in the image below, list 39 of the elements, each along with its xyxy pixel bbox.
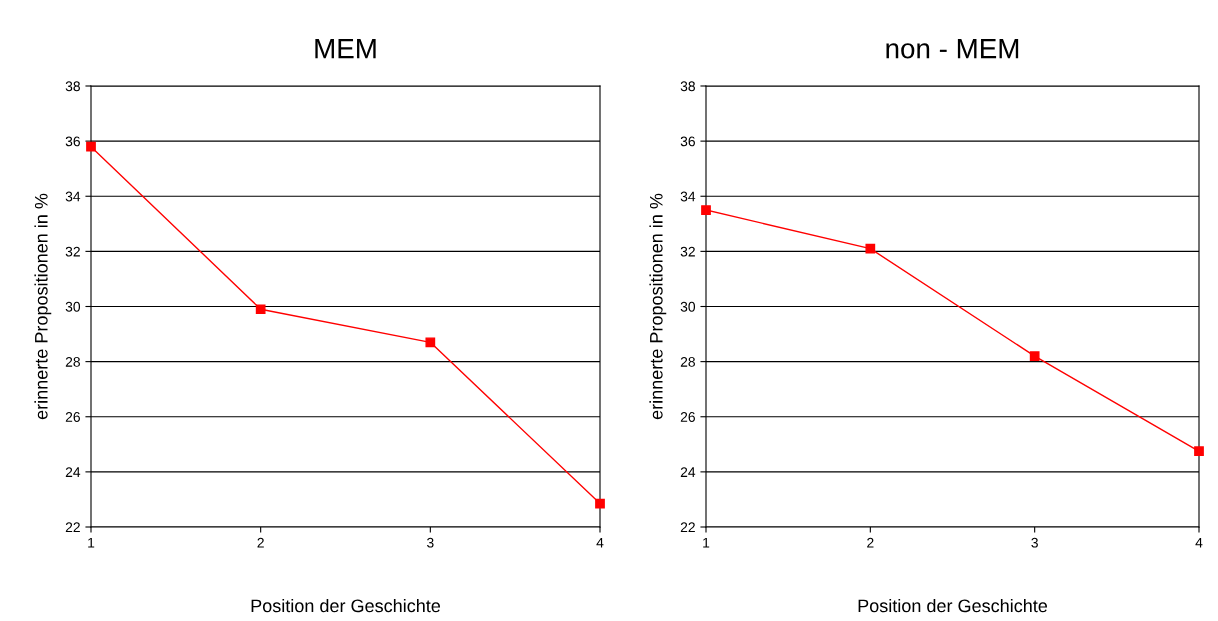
x-tick-label: 1 (703, 537, 710, 548)
y-tick-label: 32 (680, 246, 695, 257)
y-tick-label: 24 (65, 467, 81, 477)
y-tick-label: 34 (65, 191, 81, 202)
y-tick-label: 38 (65, 81, 80, 92)
point (255, 304, 266, 315)
chart-title: MEM (315, 39, 376, 59)
x-tick-label: 3 (1031, 537, 1038, 548)
point (701, 205, 711, 215)
y-axis-title: erinnerte Propositionen in % (649, 193, 667, 420)
y-tick-label: 34 (680, 191, 696, 202)
point (865, 243, 876, 254)
point (1194, 446, 1204, 457)
y-tick-label: 22 (65, 522, 80, 533)
y-tick-label: 36 (680, 136, 695, 147)
x-axis-title: Position der Geschichte (251, 598, 441, 613)
y-tick-label: 30 (680, 301, 696, 312)
x-tick-label: 2 (867, 537, 874, 548)
x-tick-label: 4 (596, 537, 604, 548)
y-tick-label: 32 (65, 246, 80, 257)
y-tick-label: 38 (680, 81, 695, 92)
y-tick-label: 30 (65, 301, 81, 312)
y-tick-label: 26 (65, 412, 80, 422)
y-axis-title: erinnerte Propositionen in % (34, 193, 52, 420)
x-tick-label: 1 (88, 537, 95, 548)
x-tick-label: 3 (427, 537, 434, 548)
point (425, 337, 436, 348)
y-tick-label: 28 (65, 356, 80, 367)
x-axis-title: Position der Geschichte (858, 598, 1048, 613)
chart-title: non - MEM (886, 39, 1019, 59)
x-tick-label: 4 (1195, 537, 1203, 548)
point (595, 498, 605, 509)
y-tick-label: 28 (680, 356, 695, 367)
point (1029, 351, 1040, 361)
x-tick-label: 2 (257, 537, 264, 548)
y-tick-label: 26 (680, 412, 695, 422)
y-tick-label: 24 (680, 467, 696, 477)
y-tick-label: 22 (680, 522, 695, 533)
y-tick-label: 36 (65, 136, 80, 147)
